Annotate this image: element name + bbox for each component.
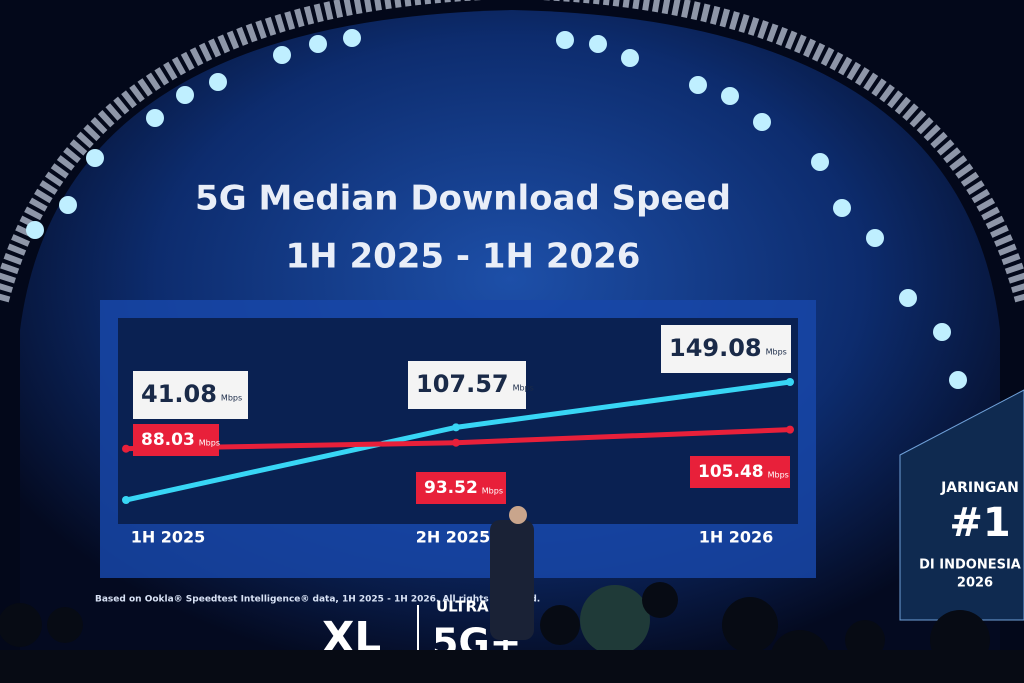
sign-text: DI INDONESIA [919,558,1021,573]
value-unit: Mbps [221,394,242,403]
sign-text: JARINGAN [940,480,1019,496]
value-label: 88.03 [141,430,195,450]
value-unit: Mbps [199,439,220,448]
value-label-box [661,325,791,373]
value-label: 149.08 [669,334,762,362]
value-unit: Mbps [768,471,789,480]
data-point [452,423,460,432]
side-sign [899,389,1024,621]
audience [0,506,1024,683]
logo-ultra: ULTRA [436,598,489,616]
value-label-box [408,361,526,409]
value-label-box [690,456,790,488]
value-label-box [133,371,248,419]
value-unit: Mbps [766,348,787,357]
value-unit: Mbps [513,384,534,393]
x-tick-label: 1H 2025 [131,528,206,547]
chart-subtitle: 1H 2025 - 1H 2026 [286,237,641,277]
chart: 1H 2025 2H 2025 1H 2026 41.08 Mbps 107.57 Mbps… [122,325,794,547]
value-label-box [133,424,219,456]
value-label: 107.57 [416,370,509,398]
x-tick-label: 1H 2026 [699,528,774,547]
chart-title: 5G Median Download Speed [195,179,731,219]
sign-text: 2026 [957,576,993,591]
data-point [122,496,130,504]
value-unit: Mbps [482,487,503,496]
value-label: 41.08 [141,380,217,408]
data-point [786,378,794,386]
stage-lights [26,29,967,389]
sign-text: #1 [949,500,1010,546]
footnote: Based on Ookla® Speedtest Intelligence® … [95,595,540,605]
x-tick-label: 2H 2025 [416,528,491,547]
value-label-box [416,472,506,504]
data-point [452,438,460,447]
data-point [122,444,130,453]
value-label: 105.48 [698,462,764,482]
value-label: 93.52 [424,478,478,498]
data-point [786,425,794,434]
